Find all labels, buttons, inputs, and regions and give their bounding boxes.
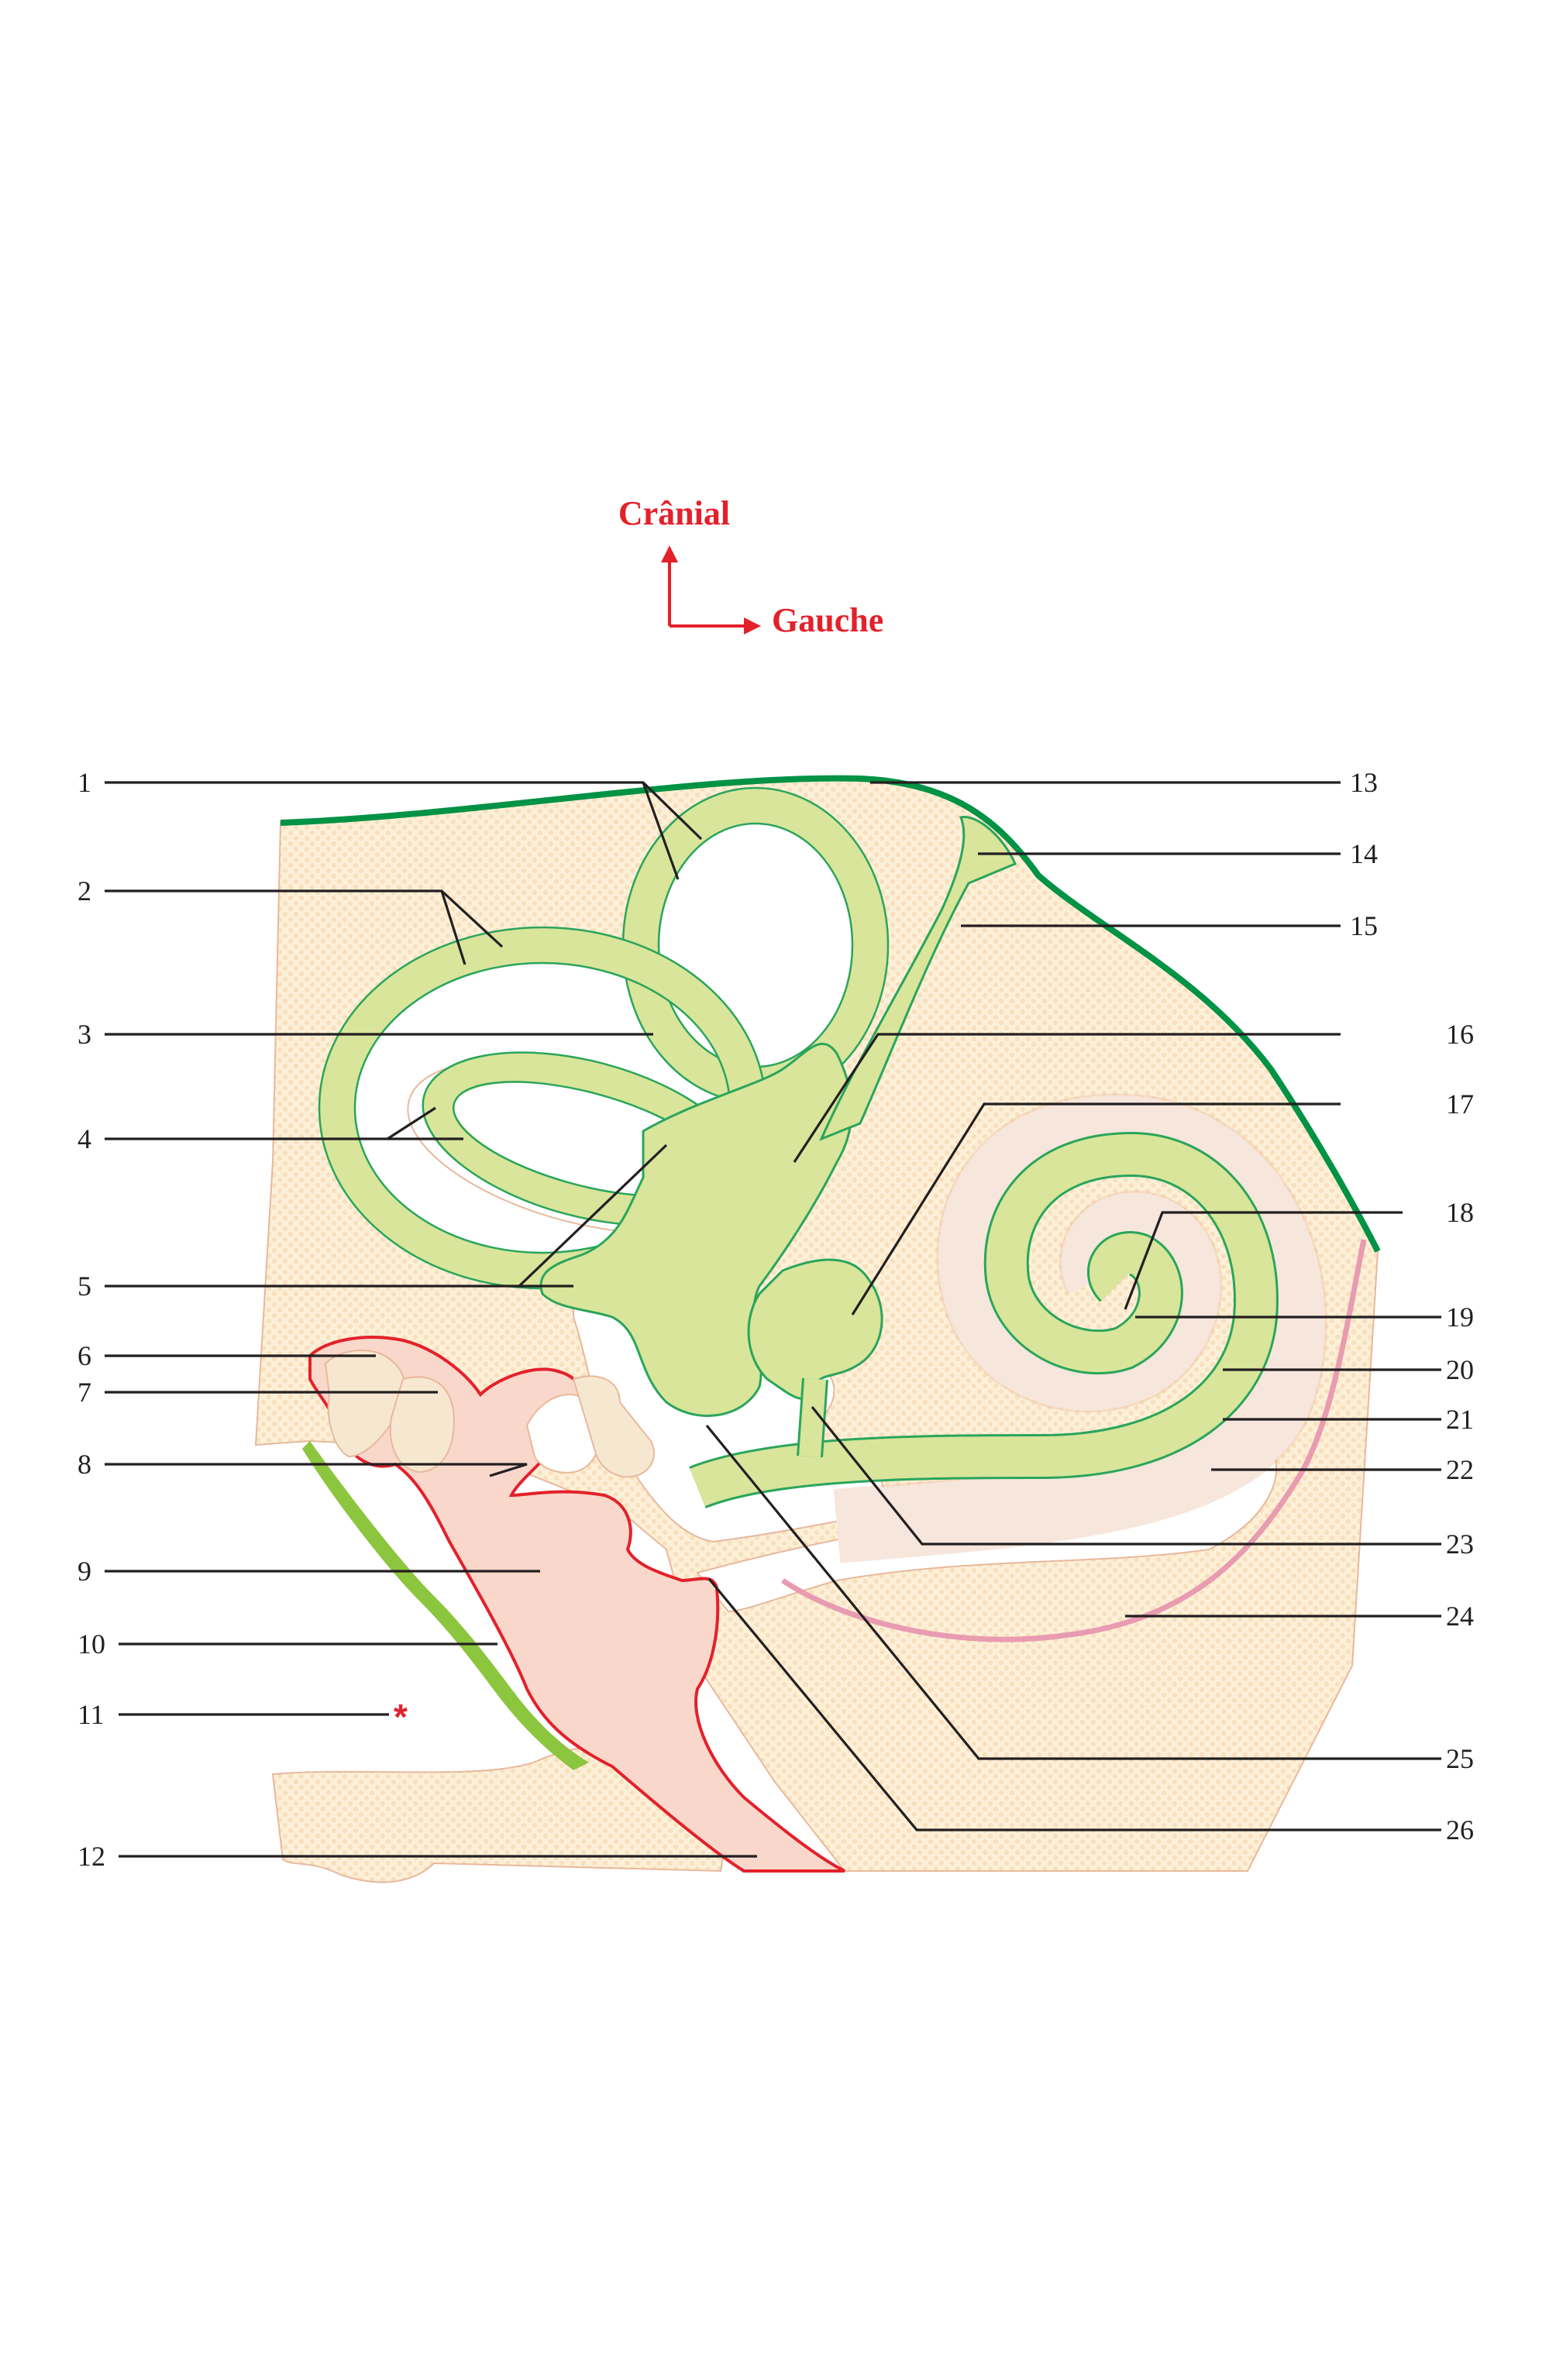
cochlea-bony-canal bbox=[833, 1095, 1325, 1561]
cranial-arrow-head bbox=[661, 545, 678, 562]
leader-lines bbox=[105, 781, 1441, 1858]
marker-11-asterisk: * bbox=[394, 1697, 408, 1737]
label-2: 2 bbox=[77, 875, 91, 906]
leader-5 bbox=[105, 1144, 668, 1288]
endolymphatic-duct bbox=[819, 815, 1017, 1141]
label-4: 4 bbox=[77, 1123, 91, 1154]
label-23: 23 bbox=[1446, 1529, 1474, 1560]
left-labels: 1 2 3 4 5 6 7 8 9 10 11 * 12 bbox=[77, 767, 408, 1872]
label-3: 3 bbox=[77, 1019, 91, 1050]
leader-18 bbox=[1124, 1211, 1403, 1310]
orientation-indicator: Crânial Gauche bbox=[618, 494, 883, 639]
cranial-label: Crânial bbox=[618, 494, 730, 532]
left-arrow-head bbox=[744, 617, 761, 635]
label-6: 6 bbox=[77, 1340, 91, 1371]
pink-membrane bbox=[781, 1239, 1367, 1642]
leader-17 bbox=[851, 1102, 1341, 1316]
label-24: 24 bbox=[1446, 1601, 1474, 1632]
left-label: Gauche bbox=[772, 601, 883, 639]
label-13: 13 bbox=[1350, 767, 1378, 798]
leader-23 bbox=[811, 1405, 1441, 1546]
label-17: 17 bbox=[1446, 1089, 1474, 1119]
leader-2 bbox=[105, 889, 504, 965]
label-20: 20 bbox=[1446, 1354, 1474, 1385]
label-14: 14 bbox=[1350, 838, 1378, 869]
label-18: 18 bbox=[1446, 1197, 1474, 1228]
ductus-reuniens-fill bbox=[799, 1378, 826, 1457]
dura-mater-line bbox=[280, 775, 1381, 1253]
incus bbox=[389, 1376, 455, 1474]
label-11: 11 bbox=[77, 1699, 105, 1730]
label-12: 12 bbox=[77, 1841, 105, 1872]
label-7: 7 bbox=[77, 1377, 91, 1408]
label-8: 8 bbox=[77, 1449, 91, 1480]
leader-4 bbox=[105, 1106, 463, 1140]
label-1: 1 bbox=[77, 767, 91, 798]
label-10: 10 bbox=[77, 1629, 105, 1659]
leader-8 bbox=[105, 1463, 528, 1477]
label-9: 9 bbox=[77, 1556, 91, 1587]
label-5: 5 bbox=[77, 1271, 91, 1302]
label-22: 22 bbox=[1446, 1454, 1474, 1485]
leader-1 bbox=[105, 781, 703, 880]
leader-25 bbox=[705, 1424, 1441, 1760]
saccule bbox=[747, 1258, 883, 1400]
label-26: 26 bbox=[1446, 1814, 1474, 1845]
cochlea-bony-canal-outline bbox=[833, 1093, 1327, 1563]
leader-26 bbox=[707, 1577, 1441, 1831]
label-21: 21 bbox=[1446, 1404, 1474, 1435]
ossicle-block bbox=[572, 1375, 655, 1478]
tympanic-cavity bbox=[308, 1336, 845, 1873]
label-25: 25 bbox=[1446, 1743, 1474, 1774]
green-mucosa bbox=[302, 1441, 589, 1770]
leader-16 bbox=[793, 1033, 1341, 1163]
label-19: 19 bbox=[1446, 1302, 1474, 1333]
label-15: 15 bbox=[1350, 910, 1378, 941]
label-16: 16 bbox=[1446, 1019, 1474, 1050]
right-labels: 13 14 15 16 17 18 19 20 21 22 23 24 25 2… bbox=[1350, 767, 1474, 1845]
cochlear-duct-fill bbox=[690, 1133, 1276, 1507]
